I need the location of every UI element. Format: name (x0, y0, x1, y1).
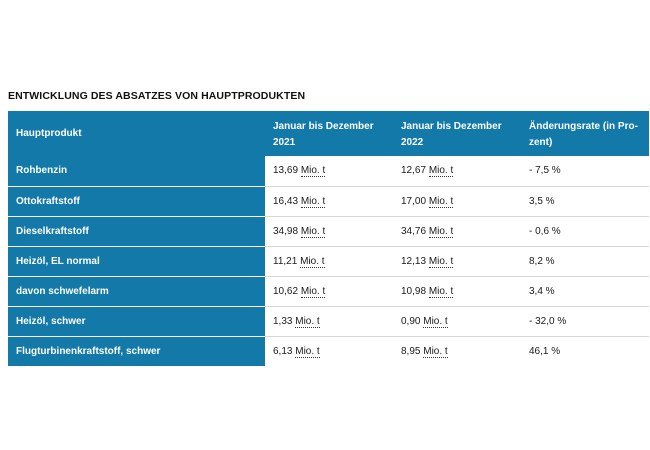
product-name: Heizöl, EL normal (8, 246, 265, 277)
unit-abbr: Mio. t (300, 285, 326, 298)
value-2022: 12,13 Mio. t (393, 246, 521, 277)
sales-table: Hauptprodukt Januar bis Dezember 2021 Ja… (8, 111, 649, 366)
unit-abbr: Mio. t (300, 255, 325, 268)
product-name: Dieselkraftstoff (8, 216, 265, 247)
value-number: 12,13 (401, 255, 427, 267)
value-number: 13,69 (273, 165, 299, 177)
header-change-rate: Änderungsrate (in Pro-zent) (521, 111, 649, 156)
value-number: 17,00 (401, 195, 427, 207)
unit-abbr: Mio. t (295, 345, 320, 358)
value-2021: 16,43 Mio. t (265, 186, 393, 217)
change-rate: 3,4 % (521, 276, 649, 307)
table-row: Heizöl, EL normal 11,21 Mio. t 12,13 Mio… (8, 246, 649, 277)
header-period-2021: Januar bis Dezember 2021 (265, 111, 393, 156)
table-row: davon schwefelarm 10,62 Mio. t 10,98 Mio… (8, 276, 649, 307)
product-name: Heizöl, schwer (8, 306, 265, 337)
product-name: Flugturbinenkraftstoff, schwer (8, 336, 265, 366)
unit-abbr: Mio. t (295, 315, 320, 328)
value-2021: 11,21 Mio. t (265, 246, 393, 277)
value-2021: 1,33 Mio. t (265, 306, 393, 337)
product-name: Rohbenzin (8, 156, 265, 187)
unit-abbr: Mio. t (423, 315, 448, 328)
unit-abbr: Mio. t (428, 285, 454, 298)
unit-abbr: Mio. t (300, 165, 326, 178)
value-2021: 6,13 Mio. t (265, 336, 393, 366)
table-row: Heizöl, schwer 1,33 Mio. t 0,90 Mio. t -… (8, 306, 649, 337)
value-2022: 0,90 Mio. t (393, 306, 521, 337)
value-number: 12,67 (401, 165, 427, 177)
header-product: Hauptprodukt (8, 111, 265, 156)
value-2022: 8,95 Mio. t (393, 336, 521, 366)
table-row: Rohbenzin 13,69 Mio. t 12,67 Mio. t - 7,… (8, 156, 649, 187)
value-number: 8,95 (401, 345, 421, 357)
table-row: Dieselkraftstoff 34,98 Mio. t 34,76 Mio.… (8, 216, 649, 247)
table-body: Rohbenzin 13,69 Mio. t 12,67 Mio. t - 7,… (8, 156, 649, 366)
header-row: Hauptprodukt Januar bis Dezember 2021 Ja… (8, 111, 649, 156)
value-number: 16,43 (273, 195, 299, 207)
value-number: 10,98 (401, 285, 427, 297)
unit-abbr: Mio. t (428, 255, 454, 268)
value-number: 34,98 (273, 225, 299, 237)
table-row: Flugturbinenkraftstoff, schwer 6,13 Mio.… (8, 336, 649, 366)
change-rate: 8,2 % (521, 246, 649, 277)
table-row: Ottokraftstoff 16,43 Mio. t 17,00 Mio. t… (8, 186, 649, 217)
value-number: 10,62 (273, 285, 299, 297)
value-2022: 12,67 Mio. t (393, 156, 521, 187)
table-title: ENTWICKLUNG DES ABSATZES VON HAUPTPRODUK… (8, 90, 306, 102)
value-2021: 10,62 Mio. t (265, 276, 393, 307)
unit-abbr: Mio. t (300, 195, 326, 208)
product-name: Ottokraftstoff (8, 186, 265, 217)
value-2022: 10,98 Mio. t (393, 276, 521, 307)
unit-abbr: Mio. t (428, 225, 454, 238)
value-number: 34,76 (401, 225, 427, 237)
unit-abbr: Mio. t (300, 225, 326, 238)
value-2022: 17,00 Mio. t (393, 186, 521, 217)
value-number: 1,33 (273, 315, 293, 327)
change-rate: - 7,5 % (521, 156, 649, 187)
value-2022: 34,76 Mio. t (393, 216, 521, 247)
unit-abbr: Mio. t (428, 195, 454, 208)
product-name: davon schwefelarm (8, 276, 265, 307)
change-rate: - 0,6 % (521, 216, 649, 247)
value-number: 6,13 (273, 345, 293, 357)
change-rate: 46,1 % (529, 345, 561, 357)
table-header: Hauptprodukt Januar bis Dezember 2021 Ja… (8, 111, 649, 156)
unit-abbr: Mio. t (428, 165, 454, 178)
value-number: 11,21 (273, 255, 298, 267)
unit-abbr: Mio. t (423, 345, 448, 358)
change-rate: 3,5 % (521, 186, 649, 217)
header-period-2022: Januar bis Dezember 2022 (393, 111, 521, 156)
value-number: 0,90 (401, 315, 421, 327)
change-rate: - 32,0 % (521, 306, 649, 337)
value-2021: 34,98 Mio. t (265, 216, 393, 247)
value-2021: 13,69 Mio. t (265, 156, 393, 187)
